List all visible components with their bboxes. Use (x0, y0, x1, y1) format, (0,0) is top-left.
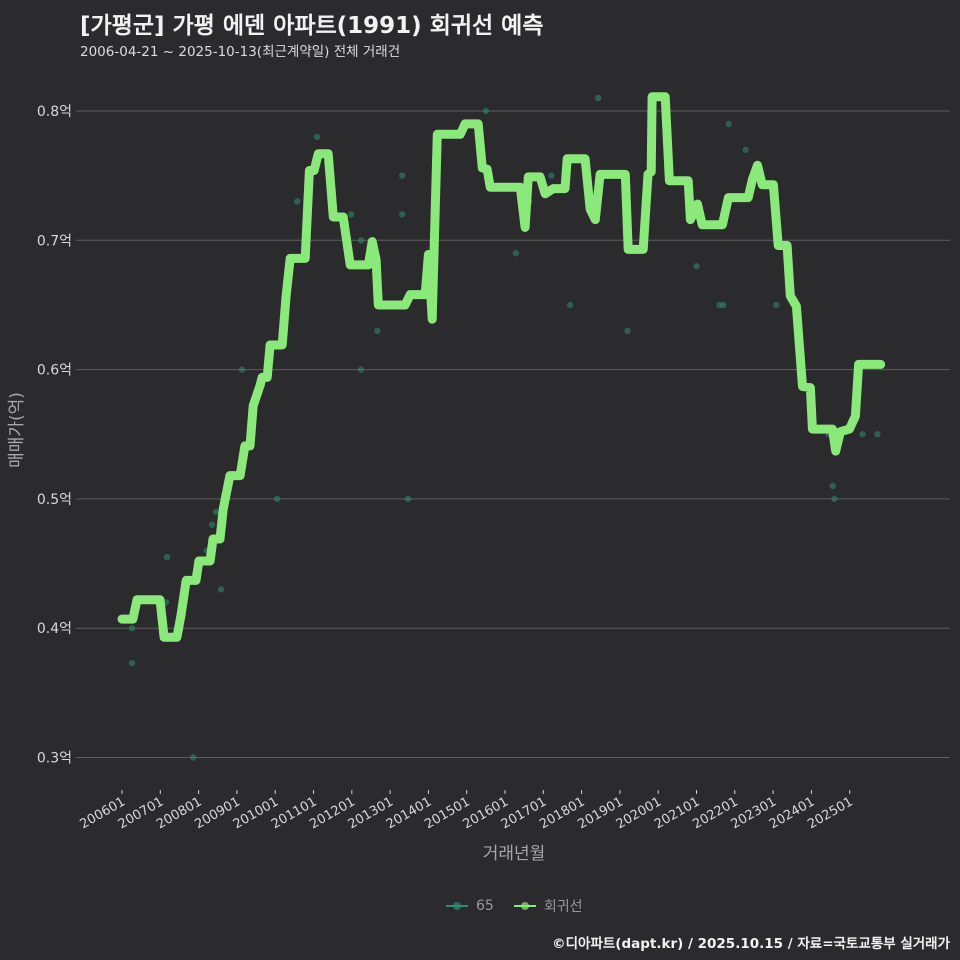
scatter-point (624, 327, 631, 335)
legend-label-65: 65 (476, 898, 494, 914)
scatter-point (189, 754, 197, 761)
scatter-point (742, 146, 749, 153)
scatter-point (163, 553, 171, 561)
chart-subtitle: 2006-04-21 ~ 2025-10-13(최근계약일) 전체 거래건 (80, 44, 401, 60)
scatter-point (347, 211, 355, 218)
y-tick-label: 0.5억 (37, 492, 72, 508)
scatter-point (273, 495, 281, 503)
scatter-point (238, 366, 246, 373)
scatter-point (482, 107, 490, 115)
y-tick-label: 0.3억 (37, 751, 72, 767)
scatter-point (128, 659, 136, 667)
scatter-point (773, 301, 780, 309)
y-axis-label: 매매가(억) (7, 392, 27, 468)
regression-line (117, 92, 886, 642)
x-axis-ticks: 2006012007012008012009012010012011012012… (78, 790, 856, 832)
scatter-point (829, 482, 836, 490)
scatter-point (566, 301, 574, 309)
y-tick-label: 0.7억 (37, 233, 72, 249)
y-axis-ticks: 0.3억 0.4억 0.5억 0.6억 0.7억 0.8억 (37, 104, 72, 767)
scatter-point (512, 250, 520, 257)
x-axis-label: 거래년월 (483, 844, 546, 864)
scatter-point (859, 431, 866, 438)
legend: 65 회귀선 (446, 896, 594, 916)
scatter-point (548, 172, 555, 179)
scatter-point (212, 508, 220, 516)
legend-label-regression: 회귀선 (543, 899, 583, 915)
scatter-point (374, 327, 381, 335)
scatter-point (693, 262, 700, 270)
y-tick-label: 0.8억 (37, 104, 72, 120)
scatter-point (294, 198, 301, 205)
scatter-point (404, 495, 412, 503)
scatter-point (357, 237, 365, 244)
chart-title: [가평군] 가평 에덴 아파트(1991) 회귀선 예측 (80, 13, 544, 39)
scatter-point (725, 120, 732, 128)
legend-key-65-icon (446, 901, 468, 911)
scatter-point (217, 586, 225, 593)
scatter-point (720, 301, 727, 309)
y-tick-label: 0.4억 (37, 621, 72, 637)
scatter-point (874, 431, 881, 438)
scatter-point (208, 521, 216, 528)
y-tick-label: 0.6억 (37, 363, 72, 379)
scatter-point (831, 495, 838, 503)
gridlines (76, 110, 950, 758)
scatter-point (128, 625, 136, 632)
legend-key-regression-icon (513, 901, 536, 911)
scatter-points-65 (128, 94, 881, 761)
scatter-point (399, 211, 406, 218)
scatter-point (594, 94, 602, 102)
scatter-point (357, 366, 365, 373)
source-credit: ©디아파트(dapt.kr) / 2025.10.15 / 자료=국토교통부 실… (552, 936, 950, 952)
scatter-point (313, 133, 321, 141)
scatter-point (399, 172, 406, 179)
